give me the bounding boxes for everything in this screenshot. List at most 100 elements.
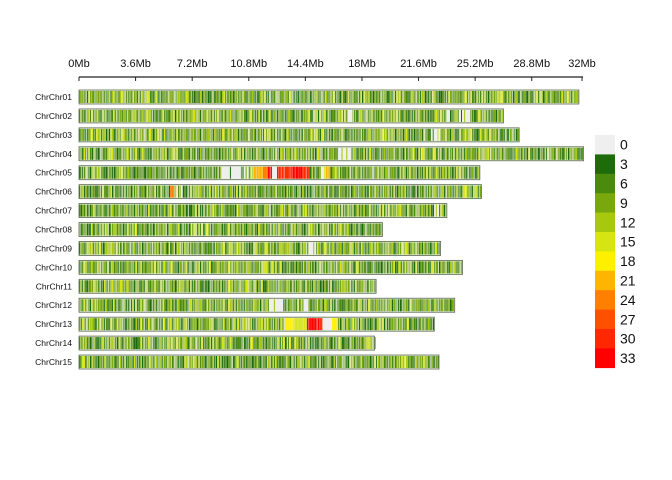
density-bin bbox=[272, 166, 274, 179]
density-bin bbox=[123, 299, 124, 312]
density-bin bbox=[413, 91, 415, 103]
density-bin bbox=[179, 223, 181, 236]
density-bin bbox=[206, 261, 208, 274]
density-bin bbox=[426, 128, 428, 141]
density-bin bbox=[115, 91, 117, 103]
density-bin bbox=[184, 242, 186, 255]
density-bin bbox=[262, 204, 265, 217]
density-bin bbox=[286, 147, 288, 160]
density-bin bbox=[330, 337, 332, 350]
density-bin bbox=[231, 109, 233, 122]
density-bin bbox=[181, 337, 183, 350]
density-bin bbox=[330, 147, 332, 160]
density-bin bbox=[223, 91, 225, 103]
density-bin bbox=[506, 147, 508, 160]
density-bin bbox=[228, 280, 230, 293]
density-bin bbox=[179, 356, 181, 369]
density-bin bbox=[401, 318, 403, 331]
density-bin bbox=[291, 204, 293, 217]
density-bin bbox=[223, 261, 225, 274]
density-bin bbox=[223, 356, 225, 369]
density-bin bbox=[505, 91, 507, 103]
density-bin bbox=[295, 318, 298, 331]
density-bin bbox=[212, 223, 214, 236]
density-bin bbox=[295, 185, 298, 198]
density-bin bbox=[105, 280, 107, 293]
density-bin bbox=[325, 166, 328, 179]
density-bin bbox=[350, 242, 353, 255]
density-bin bbox=[222, 91, 224, 103]
density-bin bbox=[156, 128, 158, 141]
density-bin bbox=[146, 185, 148, 198]
density-bin bbox=[143, 280, 145, 293]
density-bin bbox=[112, 128, 114, 141]
density-bin bbox=[173, 318, 175, 331]
density-bin bbox=[206, 337, 208, 350]
density-bin bbox=[404, 185, 406, 198]
x-tick-label: 18Mb bbox=[348, 58, 376, 70]
density-bin bbox=[231, 204, 233, 217]
density-bin bbox=[91, 109, 93, 122]
density-bin bbox=[215, 91, 217, 103]
density-bin bbox=[138, 223, 140, 236]
density-bin bbox=[168, 261, 170, 274]
density-bin bbox=[394, 299, 396, 312]
density-bin bbox=[275, 280, 277, 293]
density-bin bbox=[196, 242, 198, 255]
density-bin bbox=[451, 91, 453, 103]
density-bin bbox=[278, 109, 280, 122]
density-bin bbox=[138, 261, 140, 274]
density-bin bbox=[291, 242, 293, 255]
density-bin bbox=[269, 356, 271, 369]
density-bin bbox=[137, 318, 139, 331]
density-bin bbox=[115, 261, 117, 274]
chromosome-outline bbox=[78, 203, 448, 218]
density-bin bbox=[132, 185, 134, 198]
density-bin bbox=[203, 147, 205, 160]
density-bin bbox=[83, 356, 86, 369]
density-bin bbox=[497, 109, 499, 122]
density-bin bbox=[350, 109, 353, 122]
density-bin bbox=[446, 166, 449, 179]
density-bin bbox=[394, 91, 396, 103]
density-bin bbox=[200, 128, 202, 141]
density-bin bbox=[522, 147, 524, 160]
density-bin bbox=[283, 128, 285, 141]
density-bin bbox=[222, 109, 223, 122]
density-bin bbox=[335, 261, 337, 274]
density-bin bbox=[283, 280, 285, 293]
density-bin bbox=[193, 318, 195, 331]
density-bin bbox=[344, 356, 346, 369]
density-bin bbox=[283, 356, 285, 369]
density-bin bbox=[173, 147, 175, 160]
density-bin bbox=[435, 166, 437, 179]
density-bin bbox=[324, 109, 326, 122]
density-bin bbox=[360, 242, 362, 255]
density-bin bbox=[512, 91, 515, 103]
density-bin bbox=[146, 299, 148, 312]
density-bin bbox=[85, 166, 87, 179]
density-bin bbox=[104, 337, 106, 350]
density-bin bbox=[371, 147, 373, 160]
density-bin bbox=[135, 318, 137, 331]
density-bin bbox=[134, 204, 136, 217]
density-bin bbox=[226, 280, 228, 293]
density-bin bbox=[302, 261, 304, 274]
density-bin bbox=[281, 356, 284, 369]
density-bin bbox=[171, 128, 173, 141]
density-bin bbox=[413, 204, 416, 217]
density-bin bbox=[308, 280, 310, 293]
density-bin bbox=[168, 280, 170, 293]
density-bin bbox=[475, 91, 477, 103]
density-bin bbox=[222, 261, 224, 274]
density-bin bbox=[372, 299, 374, 312]
density-bin bbox=[269, 261, 271, 274]
density-bin bbox=[424, 128, 426, 141]
density-bin bbox=[387, 147, 389, 160]
density-bin bbox=[83, 109, 85, 122]
density-bin bbox=[280, 261, 282, 274]
density-bin bbox=[310, 166, 312, 179]
density-bin bbox=[140, 318, 142, 331]
density-bin bbox=[102, 280, 104, 293]
density-bin bbox=[335, 356, 336, 369]
